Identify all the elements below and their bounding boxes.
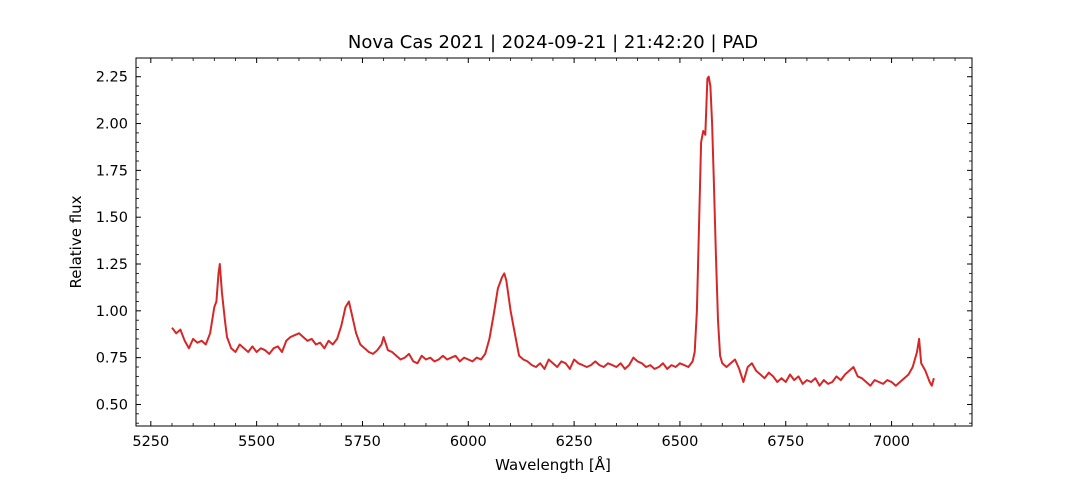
y-tick-label: 0.50 bbox=[96, 397, 128, 413]
y-tick-label: 2.00 bbox=[96, 117, 128, 133]
x-tick-label: 6500 bbox=[661, 434, 698, 450]
y-tick-label: 1.50 bbox=[96, 210, 128, 226]
y-tick-label: 1.75 bbox=[96, 163, 128, 179]
x-axis-label: Wavelength [Å] bbox=[495, 455, 611, 474]
y-tick-label: 0.75 bbox=[96, 351, 128, 367]
y-axis-label: Relative flux bbox=[67, 195, 85, 288]
plot-area bbox=[135, 57, 973, 427]
chart-title: Nova Cas 2021 | 2024-09-21 | 21:42:20 | … bbox=[348, 32, 758, 53]
x-tick-label: 6750 bbox=[767, 434, 804, 450]
y-tick-label: 1.25 bbox=[96, 257, 128, 273]
y-axis: 0.50 0.75 1.00 1.25 1.50 1.75 2.00 2.25 bbox=[96, 66, 972, 424]
y-tick-label: 1.00 bbox=[96, 304, 128, 320]
x-axis: 5250 5500 5750 6000 6250 6500 6750 7000 bbox=[132, 58, 956, 450]
x-tick-label: 5750 bbox=[344, 434, 381, 450]
x-tick-label: 7000 bbox=[873, 434, 910, 450]
spectrum-layer bbox=[171, 75, 935, 387]
x-tick-label: 6250 bbox=[556, 434, 593, 450]
spectrum-line bbox=[171, 75, 935, 387]
y-tick-label: 2.25 bbox=[96, 70, 128, 86]
x-tick-label: 6000 bbox=[450, 434, 487, 450]
x-tick-label: 5500 bbox=[238, 434, 275, 450]
axes-frame bbox=[135, 57, 973, 427]
x-tick-label: 5250 bbox=[132, 434, 169, 450]
